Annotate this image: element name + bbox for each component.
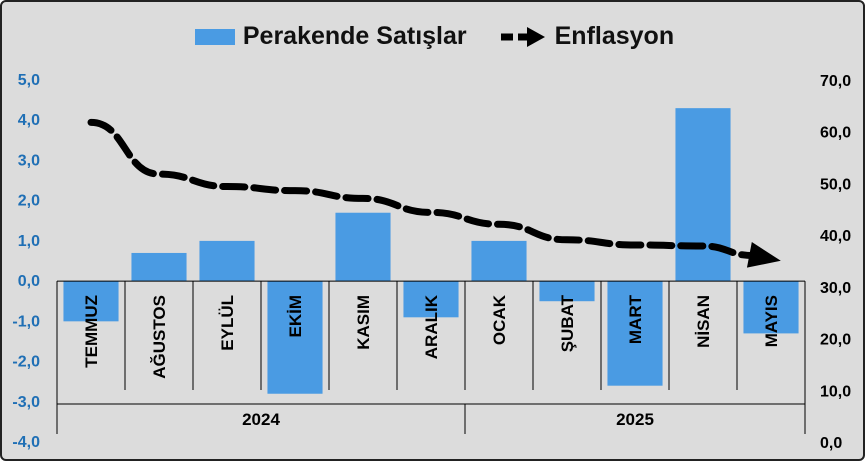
y-left-tick-label: -3,0 — [12, 394, 40, 411]
bar-mart — [607, 281, 663, 386]
x-tick-label: MAYIS — [762, 295, 781, 347]
x-tick-label: TEMMUZ — [82, 295, 101, 368]
y-left-tick-label: 0,0 — [18, 273, 40, 290]
legend: Perakende Satışlar Enflasyon — [2, 22, 863, 51]
y-right-tick-label: 40,0 — [820, 228, 851, 245]
inflation-line — [87, 118, 757, 260]
legend-label-retail: Perakende Satışlar — [242, 22, 467, 50]
y-left-tick-label: -4,0 — [12, 434, 40, 451]
y-right-tick-label: 60,0 — [820, 125, 851, 142]
x-tick-label: EYLÜL — [218, 295, 237, 351]
y-left-tick-label: -1,0 — [12, 313, 40, 330]
legend-item-inflation: Enflasyon — [499, 22, 674, 51]
y-left-tick-label: -2,0 — [12, 354, 40, 371]
legend-item-retail: Perakende Satışlar — [194, 22, 467, 51]
y-left-tick-label: 5,0 — [18, 72, 40, 89]
bar-şubat — [539, 281, 595, 302]
bar-temmuz — [63, 281, 119, 322]
y-right-tick-label: 0,0 — [820, 435, 842, 452]
y-left-tick-label: 1,0 — [18, 233, 40, 250]
bar-eki̇m — [267, 281, 323, 394]
year-label-2025: 2025 — [616, 410, 654, 429]
x-tick-label: ARALIK — [422, 294, 441, 359]
y-right-tick-label: 70,0 — [820, 73, 851, 90]
y-left-tick-label: 3,0 — [18, 152, 40, 169]
year-label-2024: 2024 — [242, 410, 280, 429]
bar-ocak — [471, 240, 527, 282]
legend-arrow-icon — [500, 26, 545, 47]
y-right-tick-label: 50,0 — [820, 176, 851, 193]
bar-mayis — [743, 281, 799, 334]
legend-label-inflation: Enflasyon — [554, 22, 675, 50]
inflation-arrow-head — [746, 242, 781, 268]
x-tick-label: AĞUSTOS — [150, 295, 169, 379]
x-tick-label: KASIM — [354, 295, 373, 350]
x-tick-label: EKİM — [286, 295, 305, 338]
legend-swatch-retail — [194, 28, 235, 45]
bar-ni̇san — [675, 108, 731, 282]
y-right-tick-label: 10,0 — [820, 383, 851, 400]
y-right-tick-label: 30,0 — [820, 280, 851, 297]
y-right-tick-label: 20,0 — [820, 332, 851, 349]
x-tick-label: NİSAN — [694, 295, 713, 348]
bar-aralik — [403, 281, 459, 318]
x-tick-label: MART — [626, 294, 645, 344]
bar-eylül — [199, 240, 255, 282]
y-left-tick-label: 2,0 — [18, 193, 40, 210]
bar-kasim — [335, 212, 391, 282]
bar-ağustos — [131, 252, 187, 282]
x-tick-label: OCAK — [490, 294, 509, 345]
x-tick-label: ŞUBAT — [558, 294, 577, 352]
y-left-tick-label: 4,0 — [18, 112, 40, 129]
